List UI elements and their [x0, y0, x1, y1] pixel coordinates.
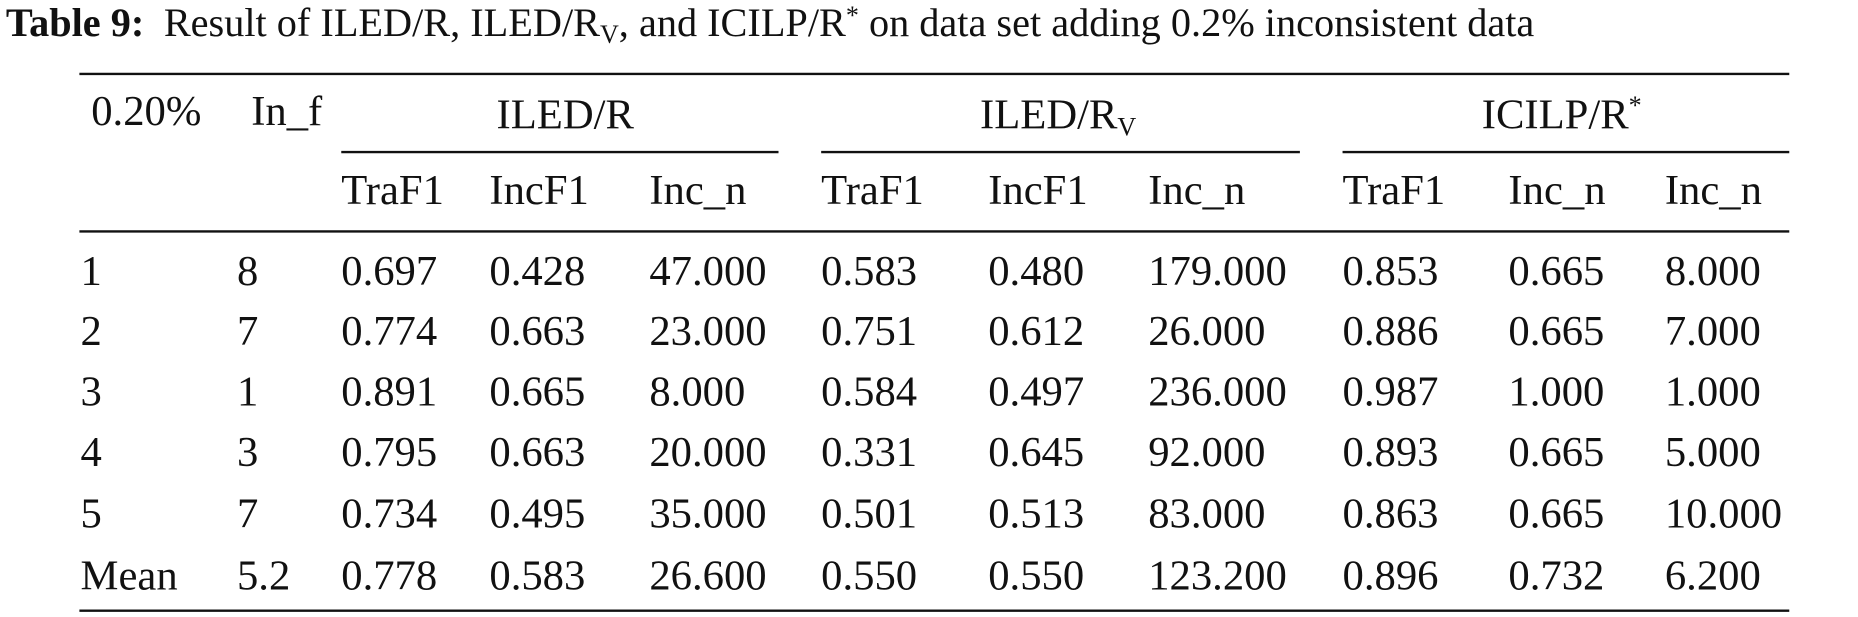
caption-sub: V	[600, 20, 619, 49]
table-cell: 0.513	[988, 491, 1084, 538]
table-cell: 0.501	[821, 491, 917, 538]
table-cell: 0.550	[821, 552, 917, 599]
table-cell: 47.000	[649, 248, 766, 295]
table-cell: 10.000	[1665, 491, 1782, 538]
table-cell: 3	[81, 369, 102, 416]
table-cell: 0.774	[341, 308, 437, 355]
group-text: ILED/R	[980, 91, 1118, 138]
table-cell: 0.896	[1343, 552, 1439, 599]
column-header: Inc_n	[1148, 167, 1245, 214]
column-header: TraF1	[341, 167, 444, 214]
group-header: ICILP/R*	[1482, 91, 1642, 138]
table-cell: 3	[237, 429, 258, 476]
group-header: ILED/RV	[980, 91, 1136, 141]
table-cell: 8.000	[649, 369, 745, 416]
table-cell: 0.697	[341, 248, 437, 295]
table-cell: 0.795	[341, 429, 437, 476]
corner-header: 0.20%	[91, 88, 201, 135]
table-cell: 23.000	[649, 308, 766, 355]
table-cell: 0.987	[1343, 369, 1439, 416]
table-cell: 0.665	[1508, 429, 1604, 476]
table-cell: 0.495	[489, 491, 585, 538]
table-cell: Mean	[81, 552, 178, 599]
table-cell: 7	[237, 491, 258, 538]
group-text: ILED/R	[497, 91, 635, 138]
table-cell: 83.000	[1148, 491, 1265, 538]
table-cell: 0.583	[489, 552, 585, 599]
group-text: ICILP/R	[1482, 91, 1629, 138]
table-cell: 179.000	[1148, 248, 1287, 295]
table-cell: 5.000	[1665, 429, 1761, 476]
column-header: TraF1	[1343, 167, 1446, 214]
table-cell: 0.778	[341, 552, 437, 599]
table-cell: 6.200	[1665, 552, 1761, 599]
column-header: TraF1	[821, 167, 924, 214]
table-cell: 0.331	[821, 429, 917, 476]
table-cell: 0.891	[341, 369, 437, 416]
table-cell: 0.853	[1343, 248, 1439, 295]
column-header: IncF1	[988, 167, 1087, 214]
group-sub: V	[1117, 112, 1136, 141]
table-cell: 0.497	[988, 369, 1084, 416]
table-cell: 1	[81, 248, 102, 295]
caption-text: Result of ILED/R, ILED/R	[164, 0, 600, 45]
caption: Table 9: Result of ILED/R, ILED/RV, and …	[6, 0, 1535, 49]
table-cell: 0.645	[988, 429, 1084, 476]
table-cell: 0.863	[1343, 491, 1439, 538]
table-cell: 4	[81, 429, 102, 476]
table-cell: 0.886	[1343, 308, 1439, 355]
table-cell: 1	[237, 369, 258, 416]
table-cell: 1.000	[1508, 369, 1604, 416]
table-cell: 0.550	[988, 552, 1084, 599]
group-sup: *	[1629, 91, 1642, 120]
column-header: Inc_n	[649, 167, 746, 214]
table-cell: 0.428	[489, 248, 585, 295]
table-cell: 7.000	[1665, 308, 1761, 355]
table-cell: 0.583	[821, 248, 917, 295]
table-cell: 8.000	[1665, 248, 1761, 295]
caption-sup: *	[846, 1, 859, 30]
column-header: IncF1	[489, 167, 588, 214]
table-cell: 0.665	[1508, 248, 1604, 295]
table-cell: 0.665	[1508, 491, 1604, 538]
table-cell: 92.000	[1148, 429, 1265, 476]
table-cell: 0.734	[341, 491, 437, 538]
table-cell: 8	[237, 248, 258, 295]
table-cell: 5	[81, 491, 102, 538]
table-cell: 2	[81, 308, 102, 355]
caption-text: on data set adding 0.2% inconsistent dat…	[859, 0, 1535, 45]
corner-header: In_f	[251, 88, 323, 135]
group-header: ILED/R	[497, 91, 635, 138]
table-cell: 0.480	[988, 248, 1084, 295]
table-cell: 0.751	[821, 308, 917, 355]
table-cell: 0.665	[1508, 308, 1604, 355]
column-header: Inc_n	[1665, 167, 1762, 214]
caption-text: , and ICILP/R	[619, 0, 846, 45]
table-cell: 5.2	[237, 552, 290, 599]
table-cell: 0.893	[1343, 429, 1439, 476]
table-cell: 20.000	[649, 429, 766, 476]
column-header: Inc_n	[1508, 167, 1605, 214]
table-cell: 26.000	[1148, 308, 1265, 355]
table-cell: 35.000	[649, 491, 766, 538]
caption-label: Table 9:	[6, 0, 144, 45]
table-cell: 0.663	[489, 429, 585, 476]
table-cell: 0.612	[988, 308, 1084, 355]
table-cell: 26.600	[649, 552, 766, 599]
table-cell: 0.732	[1508, 552, 1604, 599]
table-cell: 236.000	[1148, 369, 1287, 416]
table-cell: 0.663	[489, 308, 585, 355]
table-cell: 7	[237, 308, 258, 355]
table-cell: 123.200	[1148, 552, 1287, 599]
table-cell: 0.584	[821, 369, 917, 416]
table-cell: 1.000	[1665, 369, 1761, 416]
table-cell: 0.665	[489, 369, 585, 416]
